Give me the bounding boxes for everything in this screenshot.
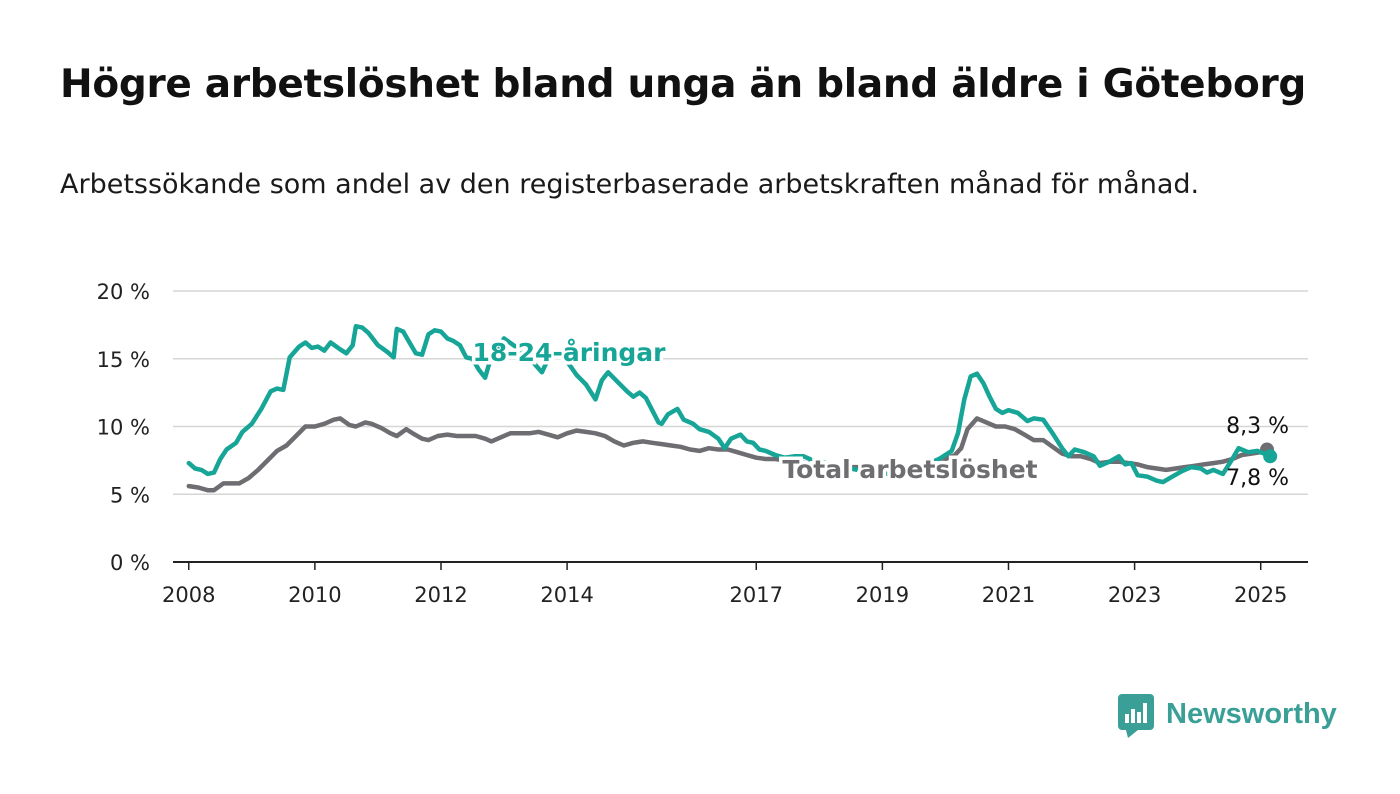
end-value-total: 8,3 % <box>1226 414 1289 439</box>
bar-chart-speech-bubble-icon <box>1118 694 1154 738</box>
x-tick-label: 2021 <box>982 583 1035 607</box>
x-tick-label: 2017 <box>730 583 783 607</box>
series-label-youth: 18-24-åringar <box>473 338 667 367</box>
x-tick-label: 2019 <box>856 583 909 607</box>
axes: 0 % 5 % 10 % 15 % 20 % 2008 2010 2012 2014 2017 20… <box>97 280 1308 607</box>
series-label-total: Total arbetslöshet <box>782 455 1037 484</box>
y-tick-label: 15 % <box>97 348 150 372</box>
chart-subtitle: Arbetssökande som andel av den registerb… <box>60 169 1200 200</box>
y-tick-label: 10 % <box>97 416 150 440</box>
x-tick-label: 2012 <box>414 583 467 607</box>
x-tick-label: 2008 <box>162 583 215 607</box>
chart-title: Högre arbetslöshet bland unga än bland ä… <box>60 62 1306 107</box>
x-tick-label: 2014 <box>540 583 593 607</box>
end-value-youth: 7,8 % <box>1226 466 1289 491</box>
series-lines <box>186 323 1278 493</box>
series-labels: 18-24-åringar Total arbetslöshet 8,3 % 7,8 … <box>469 335 1289 492</box>
x-tick-label: 2023 <box>1108 583 1161 607</box>
y-tick-label: 5 % <box>110 483 150 507</box>
newsworthy-logo: Newsworthy <box>1118 690 1337 738</box>
gridlines <box>173 290 1308 495</box>
x-tick-label: 2010 <box>288 583 341 607</box>
brand-name: Newsworthy <box>1166 697 1337 730</box>
y-tick-label: 0 % <box>110 551 150 575</box>
y-tick-label: 20 % <box>97 280 150 304</box>
x-tick-label: 2025 <box>1234 583 1287 607</box>
series-line-0 <box>186 416 1270 493</box>
series-line-1 <box>186 323 1273 485</box>
series-end-point-1 <box>1263 449 1278 464</box>
